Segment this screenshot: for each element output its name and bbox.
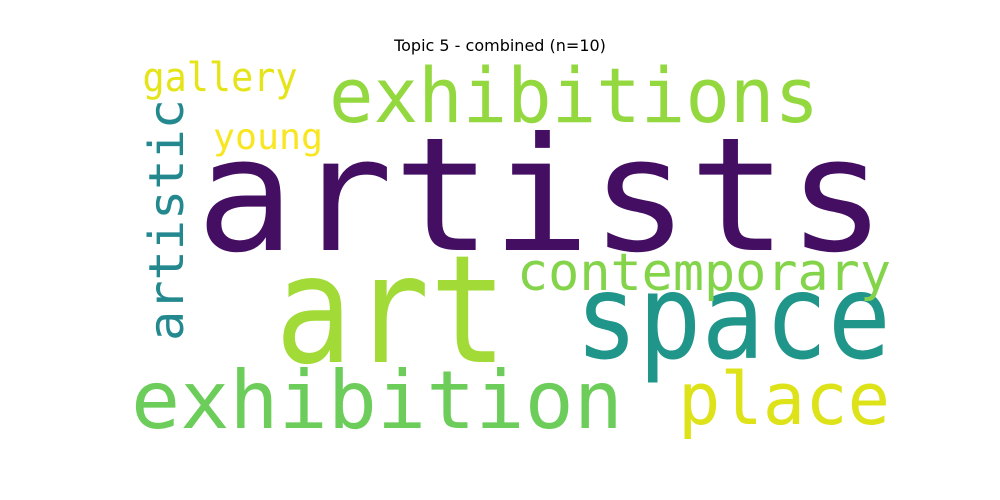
word-exhibitions: exhibitions (329, 51, 819, 140)
word-space: space (575, 248, 891, 386)
word-art: art (275, 224, 507, 398)
word-artistic: artistic (139, 99, 195, 341)
word-exhibition: exhibition (131, 354, 623, 447)
word-contemporary: contemporary (517, 243, 891, 303)
word-gallery: gallery (143, 55, 298, 101)
word-young: young (213, 117, 323, 158)
chart-title: Topic 5 - combined (n=10) (394, 36, 606, 55)
word-artists: artists (196, 104, 886, 288)
word-place: place (678, 357, 890, 441)
